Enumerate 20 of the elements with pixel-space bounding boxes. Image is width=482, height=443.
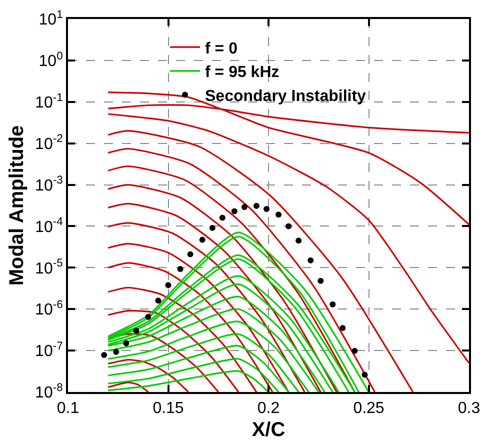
- x-tick-label: 0.3: [458, 400, 480, 418]
- y-tick-label: 10$^{-2}$: [35, 133, 63, 153]
- y-tick-label: 10$^{1}$: [38, 8, 63, 29]
- legend-label: Secondary Instability: [205, 88, 366, 105]
- legend-label: f = 0: [205, 40, 238, 58]
- y-tick-label: 10$^{-4}$: [35, 216, 63, 236]
- y-tick-label: 10$^{-1}$: [35, 92, 63, 112]
- y-axis-title: Modal Amplitude: [6, 125, 28, 286]
- y-tick-label: 10$^{-5}$: [35, 258, 63, 278]
- y-tick-label: 10$^{-7}$: [35, 340, 63, 360]
- x-tick-label: 0.1: [56, 400, 80, 418]
- y-tick-label: 10$^{-8}$: [35, 382, 63, 402]
- x-tick-label: 0.15: [152, 400, 184, 418]
- y-tick-label: 10$^{-3}$: [35, 174, 63, 194]
- x-tick-label: 0.25: [353, 400, 384, 418]
- x-axis-title: X/C: [252, 419, 286, 442]
- y-tick-label: 10$^{-6}$: [35, 298, 63, 319]
- legend-label: f = 95 kHz: [205, 64, 280, 82]
- x-tick-label: 0.2: [257, 400, 280, 418]
- y-tick-label: 10$^{0}$: [38, 50, 63, 70]
